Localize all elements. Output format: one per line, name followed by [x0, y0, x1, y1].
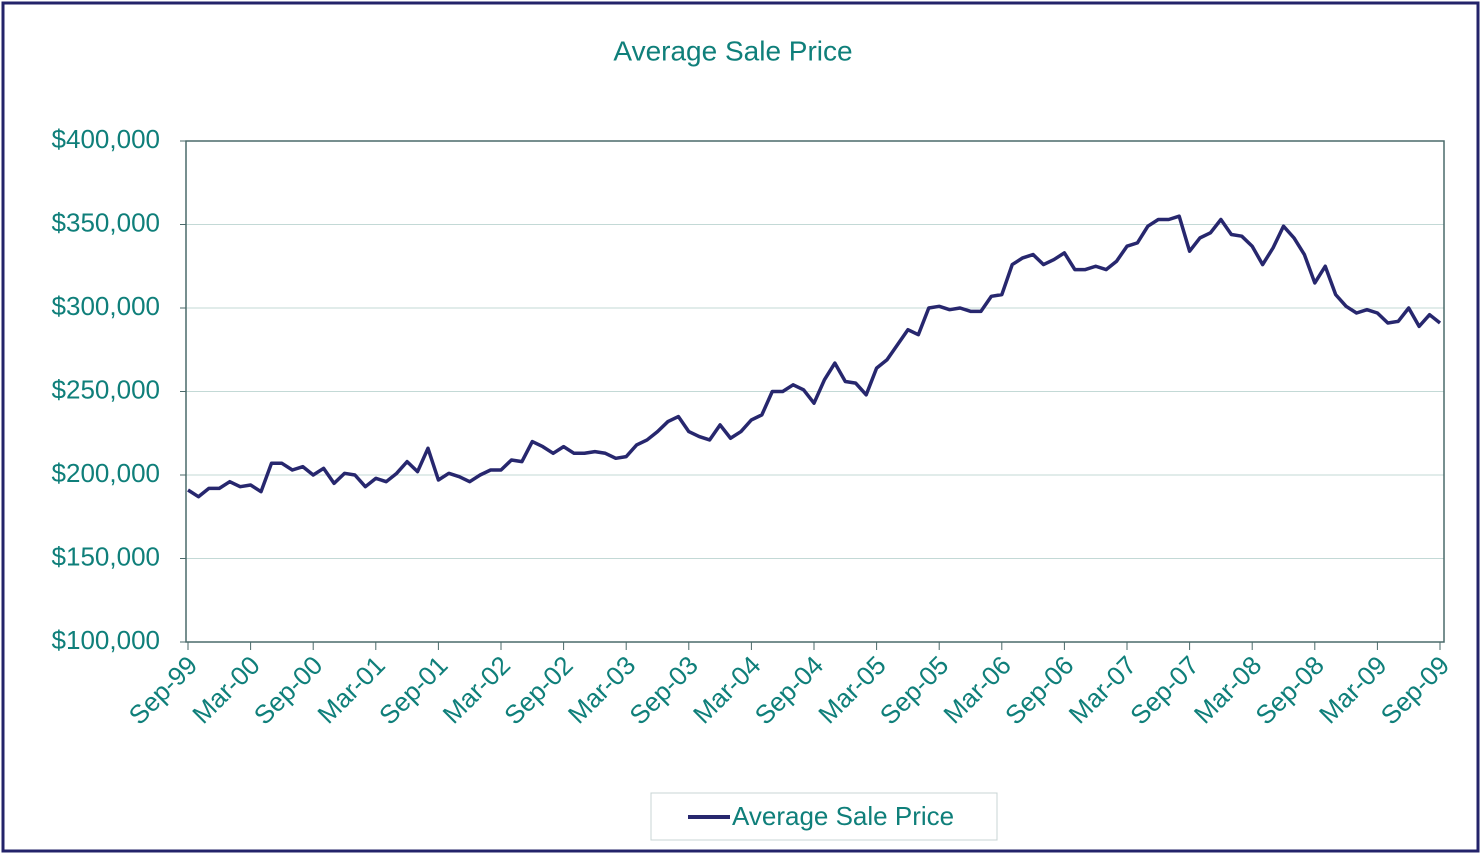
y-tick-label: $200,000 [52, 458, 160, 488]
y-tick-label: $400,000 [52, 124, 160, 154]
y-tick-label: $350,000 [52, 207, 160, 237]
y-tick-label: $100,000 [52, 625, 160, 655]
y-tick-label: $250,000 [52, 374, 160, 404]
y-tick-label: $300,000 [52, 291, 160, 321]
data-line [187, 214, 1442, 499]
chart-title: Average Sale Price [613, 35, 852, 66]
plot-border [185, 140, 1445, 643]
legend-label: Average Sale Price [732, 801, 954, 831]
y-tick-label: $150,000 [52, 541, 160, 571]
